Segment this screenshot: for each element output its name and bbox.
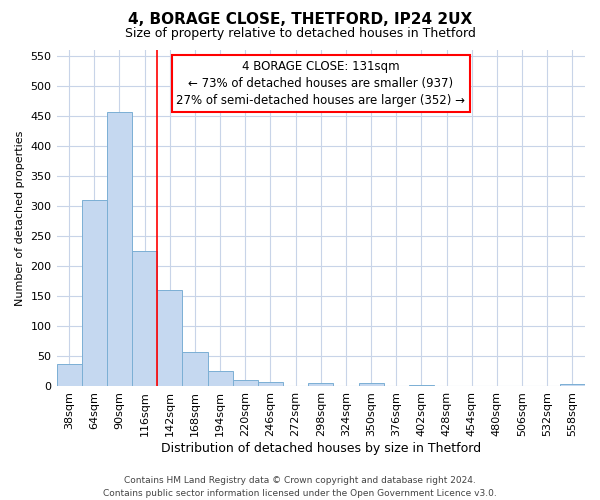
Bar (258, 382, 283, 386)
Text: 4, BORAGE CLOSE, THETFORD, IP24 2UX: 4, BORAGE CLOSE, THETFORD, IP24 2UX (128, 12, 472, 28)
Bar (560, 384, 585, 386)
Bar (157, 290, 182, 386)
Bar (208, 372, 233, 386)
Bar (308, 384, 334, 386)
Y-axis label: Number of detached properties: Number of detached properties (15, 130, 25, 306)
Text: 4 BORAGE CLOSE: 131sqm
← 73% of detached houses are smaller (937)
27% of semi-de: 4 BORAGE CLOSE: 131sqm ← 73% of detached… (176, 60, 465, 107)
Bar (132, 250, 157, 386)
X-axis label: Distribution of detached houses by size in Thetford: Distribution of detached houses by size … (161, 442, 481, 455)
Bar (182, 352, 208, 386)
Bar (82, 200, 107, 386)
Bar (233, 380, 258, 386)
Text: Size of property relative to detached houses in Thetford: Size of property relative to detached ho… (125, 28, 475, 40)
Bar (107, 112, 132, 386)
Bar (409, 384, 434, 386)
Bar (359, 384, 383, 386)
Bar (56, 364, 82, 386)
Text: Contains HM Land Registry data © Crown copyright and database right 2024.
Contai: Contains HM Land Registry data © Crown c… (103, 476, 497, 498)
